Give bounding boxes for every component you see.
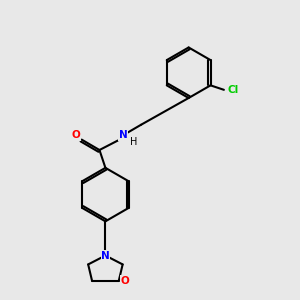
Text: N: N (119, 130, 128, 140)
Text: O: O (121, 276, 130, 286)
Text: Cl: Cl (228, 85, 239, 95)
Text: O: O (72, 130, 81, 140)
Text: H: H (130, 137, 137, 147)
Text: N: N (101, 250, 110, 260)
